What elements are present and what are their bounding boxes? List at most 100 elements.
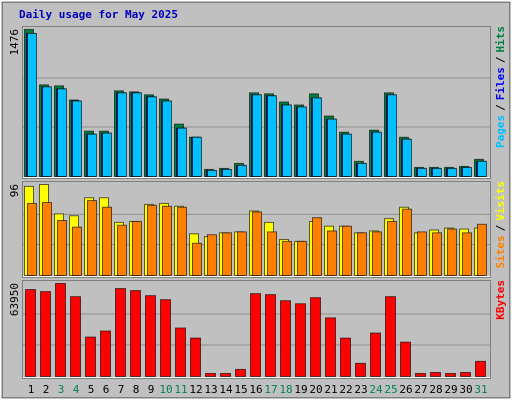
x-tick-label: 23 (354, 383, 367, 396)
x-tick-label: 6 (103, 383, 110, 396)
bar (27, 202, 37, 276)
bar (70, 296, 81, 377)
legend-entry: KBytes (494, 280, 507, 320)
bar (252, 211, 262, 276)
bar (162, 100, 172, 177)
bar (87, 200, 97, 276)
bar (342, 133, 352, 177)
bar (312, 97, 322, 177)
bar (417, 231, 427, 276)
bar (312, 217, 322, 276)
x-tick-label: 5 (88, 383, 95, 396)
bar (55, 283, 66, 377)
x-tick-label: 31 (474, 383, 487, 396)
x-tick-label: 3 (58, 383, 65, 396)
bar (102, 206, 112, 276)
x-tick-label: 10 (159, 383, 172, 396)
x-tick-label: 27 (414, 383, 427, 396)
bar (100, 330, 111, 377)
bar (402, 208, 412, 276)
chart-title: Daily usage for May 2025 (19, 8, 178, 21)
bar (132, 92, 142, 177)
bar (192, 242, 202, 276)
x-tick-label: 2 (43, 383, 50, 396)
x-tick-label: 25 (384, 383, 397, 396)
bar (250, 293, 261, 377)
bar (147, 96, 157, 177)
bar (387, 94, 397, 177)
bar (402, 138, 412, 177)
bar (207, 234, 217, 276)
bar (207, 169, 217, 177)
bar (357, 162, 367, 177)
bar (235, 368, 246, 378)
legend-entry: Files (494, 67, 507, 100)
bar (42, 202, 52, 277)
x-tick-label: 17 (264, 383, 277, 396)
bar (400, 341, 411, 377)
bar (57, 220, 67, 276)
bar (160, 299, 171, 377)
bar (460, 371, 471, 377)
bar (190, 337, 201, 377)
x-tick-label: 26 (399, 383, 412, 396)
bar (282, 240, 292, 276)
bar (117, 224, 127, 277)
bar (205, 372, 216, 378)
bar (327, 230, 337, 277)
bar (357, 232, 367, 276)
bar (162, 205, 172, 276)
x-tick-label: 4 (73, 383, 80, 396)
bar (477, 160, 487, 177)
bar (85, 336, 96, 377)
bar (265, 294, 276, 377)
x-tick-label: 29 (444, 383, 457, 396)
bar (102, 132, 112, 178)
bar (462, 232, 472, 276)
y-tick-label: 96 (8, 184, 21, 197)
x-tick-label: 1 (28, 383, 35, 396)
x-tick-label: 30 (459, 383, 472, 396)
bar (177, 127, 187, 178)
bar (430, 371, 441, 377)
bar (267, 95, 277, 177)
bar (310, 297, 321, 377)
bar (342, 225, 352, 276)
bar (280, 300, 291, 377)
bar (115, 288, 126, 377)
bar (462, 166, 472, 178)
bar (295, 303, 306, 377)
bar (87, 133, 97, 177)
x-tick-label: 8 (133, 383, 140, 396)
legend-entry: Pages (494, 115, 507, 148)
bar (325, 317, 336, 378)
x-tick-label: 16 (249, 383, 262, 396)
legend: Pages / Files / Hits (494, 26, 507, 148)
bar (267, 231, 277, 276)
bar (327, 118, 337, 177)
bar (477, 223, 487, 276)
bar (355, 362, 366, 378)
bar (237, 164, 247, 178)
x-tick-label: 7 (118, 383, 125, 396)
bar (40, 291, 51, 377)
x-tick-label: 22 (339, 383, 352, 396)
x-tick-label: 15 (234, 383, 247, 396)
bar (237, 231, 247, 276)
bar (222, 232, 232, 276)
bar (130, 290, 141, 377)
bar (475, 360, 486, 377)
bar (177, 206, 187, 276)
bar (372, 131, 382, 177)
bar (147, 204, 157, 277)
bar (220, 372, 231, 378)
legend-separator: / (494, 56, 507, 63)
x-tick-label: 9 (148, 383, 155, 396)
y-tick-label: 1476 (8, 29, 21, 56)
bar (372, 231, 382, 276)
bar (72, 100, 82, 177)
bar (370, 332, 381, 377)
x-tick-label: 21 (324, 383, 337, 396)
y-tick-label: 63950 (8, 283, 21, 316)
